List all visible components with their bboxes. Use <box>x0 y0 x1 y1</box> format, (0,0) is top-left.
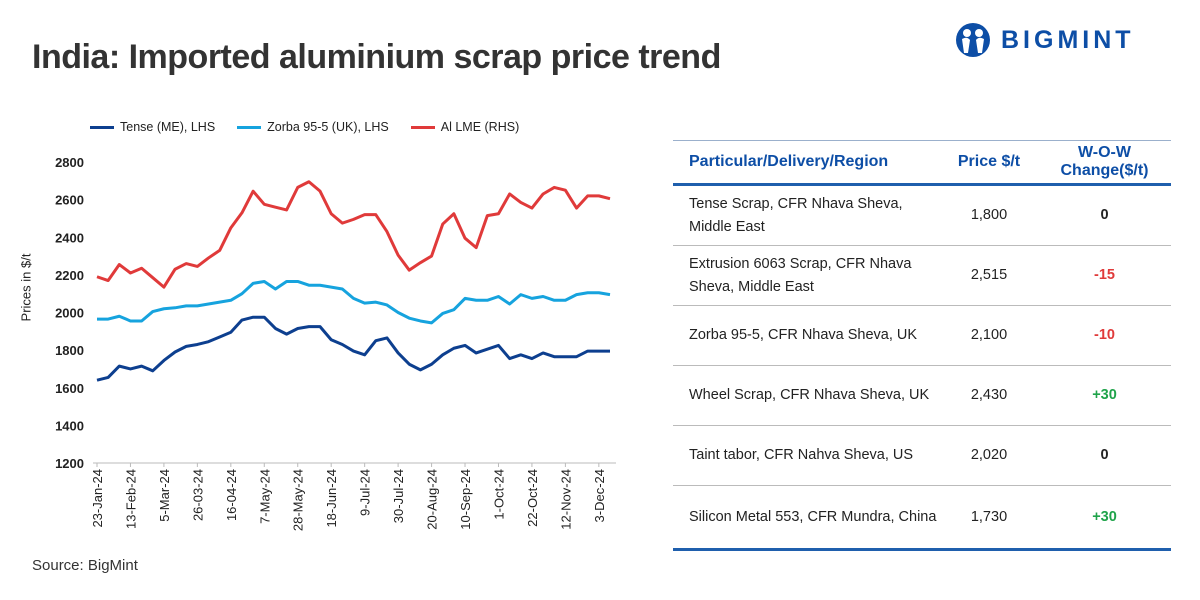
x-tick-label: 12-Nov-24 <box>558 469 573 530</box>
cell-particular: Extrusion 6063 Scrap, CFR Nhava Sheva, M… <box>673 245 940 306</box>
cell-particular: Taint tabor, CFR Nahva Sheva, US <box>673 425 940 486</box>
page-title: India: Imported aluminium scrap price tr… <box>32 38 721 76</box>
y-tick-label: 2200 <box>55 268 84 283</box>
cell-change: -15 <box>1038 245 1171 306</box>
x-tick-label: 23-Jan-24 <box>90 469 105 528</box>
y-tick-label: 1200 <box>55 456 84 471</box>
cell-price: 2,430 <box>940 365 1038 426</box>
cell-particular: Tense Scrap, CFR Nhava Sheva, Middle Eas… <box>673 184 940 246</box>
cell-particular: Wheel Scrap, CFR Nhava Sheva, UK <box>673 365 940 426</box>
x-tick-label: 20-Aug-24 <box>425 469 440 530</box>
cell-change: +30 <box>1038 365 1171 426</box>
x-tick-label: 7-May-24 <box>257 469 272 524</box>
y-tick-label: 2800 <box>55 155 84 170</box>
table-row: Wheel Scrap, CFR Nhava Sheva, UK 2,430 +… <box>673 365 1171 426</box>
legend-label: Tense (ME), LHS <box>120 120 216 134</box>
y-tick-label: 2400 <box>55 230 84 245</box>
series-line-0 <box>96 315 610 382</box>
y-tick-label: 1600 <box>55 381 84 396</box>
source-note: Source: BigMint <box>32 557 138 574</box>
y-tick-label: 1800 <box>55 343 84 358</box>
table-row: Silicon Metal 553, CFR Mundra, China 1,7… <box>673 485 1171 551</box>
cell-price: 1,730 <box>940 485 1038 551</box>
x-tick-label: 26-03-24 <box>190 469 205 521</box>
x-tick-label: 18-Jun-24 <box>324 469 339 528</box>
x-tick-label: 10-Sep-24 <box>458 469 473 530</box>
legend-label: Al LME (RHS) <box>440 120 520 134</box>
cell-change: 0 <box>1038 425 1171 486</box>
header-particular: Particular/Delivery/Region <box>673 140 940 186</box>
cell-change: 0 <box>1038 184 1171 246</box>
line-chart: 2800 2600 2400 2200 2000 1800 1600 1400 1200 23-J… <box>55 155 616 531</box>
legend-item: Zorba 95-5 (UK), LHS <box>237 120 389 134</box>
cell-price: 2,100 <box>940 305 1038 366</box>
bigmint-logo-icon <box>956 23 990 57</box>
table-row: Taint tabor, CFR Nahva Sheva, US 2,020 0 <box>673 425 1171 486</box>
x-tick-label: 1-Oct-24 <box>491 469 506 520</box>
legend-swatch <box>90 125 114 129</box>
table-row: Extrusion 6063 Scrap, CFR Nhava Sheva, M… <box>673 245 1171 306</box>
chart-legend: Tense (ME), LHS Zorba 95-5 (UK), LHS Al LM… <box>90 120 519 134</box>
logo-text: BIGMINT <box>1001 25 1135 54</box>
x-tick-label: 13-Feb-24 <box>123 469 138 529</box>
cell-particular: Zorba 95-5, CFR Nhava Sheva, UK <box>673 305 940 366</box>
cell-price: 2,020 <box>940 425 1038 486</box>
table-row: Tense Scrap, CFR Nhava Sheva, Middle Eas… <box>673 184 1171 246</box>
legend-swatch <box>410 125 435 129</box>
cell-price: 1,800 <box>940 184 1038 246</box>
cell-change: -10 <box>1038 305 1171 366</box>
price-table: Particular/Delivery/Region Price $/t W-O… <box>673 140 1171 551</box>
y-tick-label: 2000 <box>55 306 84 321</box>
legend-label: Zorba 95-5 (UK), LHS <box>267 120 389 134</box>
legend-item: Tense (ME), LHS <box>90 120 215 134</box>
legend-swatch <box>237 125 262 129</box>
header-change: W-O-W Change($/t) <box>1038 140 1171 186</box>
x-tick-label: 9-Jul-24 <box>358 469 373 516</box>
series-line-1 <box>97 279 611 325</box>
cell-particular: Silicon Metal 553, CFR Mundra, China <box>673 485 940 551</box>
legend-item: Al LME (RHS) <box>410 120 520 134</box>
cell-price: 2,515 <box>940 245 1038 306</box>
x-tick-label: 28-May-24 <box>291 469 306 531</box>
x-tick-label: 30-Jul-24 <box>391 469 406 523</box>
y-tick-label: 2600 <box>55 193 84 208</box>
x-tick-label: 16-04-24 <box>224 469 239 521</box>
table-row: Zorba 95-5, CFR Nhava Sheva, UK 2,100 -1… <box>673 305 1171 366</box>
series-line-2 <box>96 180 611 289</box>
x-tick-label: 22-Oct-24 <box>525 469 540 527</box>
x-tick-label: 3-Dec-24 <box>592 469 607 522</box>
x-tick-label: 5-Mar-24 <box>157 469 172 522</box>
header-price: Price $/t <box>940 140 1038 186</box>
cell-change: +30 <box>1038 485 1171 551</box>
bigmint-logo: BIGMINT <box>955 22 1135 58</box>
y-tick-label: 1400 <box>55 418 84 433</box>
